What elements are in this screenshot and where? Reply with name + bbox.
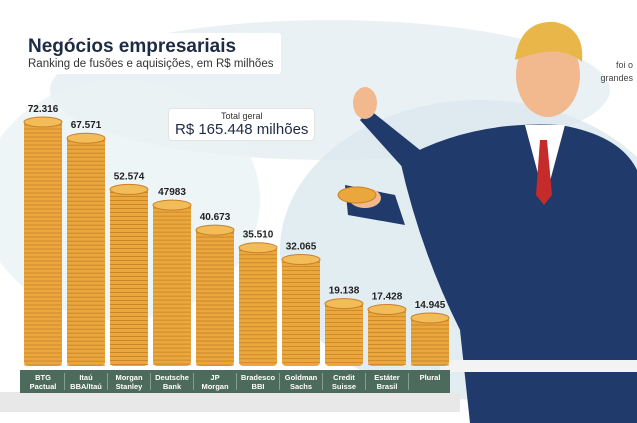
top-coin xyxy=(152,199,192,211)
category-label: Bank xyxy=(163,382,182,391)
category-label: Itaú xyxy=(79,373,93,382)
top-coin xyxy=(410,312,450,324)
category-label: Bradesco xyxy=(241,373,276,382)
title-box: Negócios empresariais Ranking de fusões … xyxy=(20,33,282,74)
category-label: Pactual xyxy=(30,382,57,391)
value-label: 35.510 xyxy=(243,230,274,241)
bar-coin-stack xyxy=(67,135,105,366)
category-label: BBI xyxy=(252,382,265,391)
category-band xyxy=(20,370,450,393)
category-label: Morgan xyxy=(201,382,229,391)
top-coin xyxy=(238,242,278,254)
total-label: Total geral xyxy=(220,111,263,121)
category-label: Goldman xyxy=(285,373,318,382)
value-label: 40.673 xyxy=(200,212,231,223)
value-label: 67.571 xyxy=(71,120,102,131)
bar-coin-stack xyxy=(196,227,234,366)
top-coin xyxy=(324,298,364,310)
category-label: BTG xyxy=(35,373,51,382)
value-label: 52.574 xyxy=(114,171,145,182)
value-label: 14.945 xyxy=(415,300,446,311)
top-coin xyxy=(66,132,106,144)
top-coin xyxy=(367,303,407,315)
category-label: Sachs xyxy=(290,382,312,391)
top-coin xyxy=(23,116,63,128)
category-label: Suisse xyxy=(332,382,356,391)
value-label: 47983 xyxy=(158,187,186,198)
category-label: Stanley xyxy=(116,382,144,391)
side-text-1: foi o xyxy=(615,60,633,70)
category-label: Morgan xyxy=(115,373,143,382)
category-label: Brasil xyxy=(377,382,398,391)
value-label: 32.065 xyxy=(286,241,317,252)
category-label: Credit xyxy=(333,373,355,382)
total-value: R$ 165.448 milhões xyxy=(175,121,309,138)
value-label: 72.316 xyxy=(28,104,59,115)
category-label: Estáter xyxy=(374,373,400,382)
category-label: JP xyxy=(210,373,219,382)
category-label: Plural xyxy=(420,373,441,382)
businessman-illustration xyxy=(337,21,637,423)
top-coin xyxy=(195,224,235,236)
bar-coin-stack xyxy=(325,300,363,366)
bar-coin-stack xyxy=(282,256,320,366)
top-coin xyxy=(109,183,149,195)
total-box: Total geral R$ 165.448 milhões xyxy=(168,108,316,141)
chart-subtitle: Ranking de fusões e aquisições, em R$ mi… xyxy=(28,58,274,70)
category-label: Deutsche xyxy=(155,373,189,382)
value-label: 17.428 xyxy=(372,291,403,302)
chart-title: Negócios empresariais xyxy=(28,36,237,57)
value-label: 19.138 xyxy=(329,286,360,297)
top-coin xyxy=(281,253,321,265)
category-label: BBA/Itaú xyxy=(70,382,102,391)
side-text-2: grandes xyxy=(600,73,633,83)
